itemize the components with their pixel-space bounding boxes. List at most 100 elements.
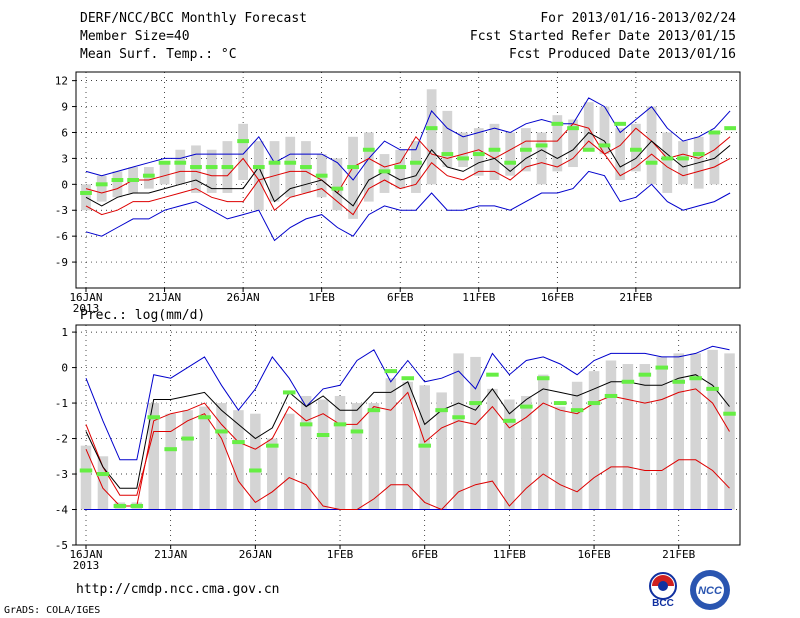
temperature-ytick-label: 3 [61, 152, 68, 165]
precipitation-median-mark [723, 411, 736, 416]
temperature-box [678, 141, 688, 185]
precipitation-box [571, 381, 583, 510]
temperature-box [96, 175, 107, 202]
temperature-box [348, 136, 358, 219]
temperature-ytick-label: -3 [55, 204, 68, 217]
precipitation-box [300, 395, 312, 510]
precipitation-box [233, 410, 244, 510]
temperature-box [191, 145, 201, 193]
precipitation-median-mark [689, 376, 702, 381]
temperature-box [206, 149, 217, 193]
temperature-box [552, 115, 563, 172]
precipitation-box [521, 395, 532, 510]
precipitation-axis-title: Prec.: log(mm/d) [80, 308, 205, 323]
temperature-median-mark [535, 143, 548, 148]
precipitation-median-mark [655, 365, 669, 370]
temperature-ytick-label: 12 [55, 75, 68, 88]
grads-credit: GrADS: COLA/IGES [4, 605, 101, 616]
temperature-median-mark [315, 173, 328, 178]
precipitation-median-mark [232, 440, 245, 445]
precipitation-xtick-label: 6FEB [411, 548, 438, 561]
temperature-box [489, 123, 500, 180]
temperature-box [568, 119, 578, 168]
temperature-median-mark [410, 160, 422, 165]
precipitation-xtick-label: 1FEB [327, 548, 354, 561]
precipitation-box [334, 395, 346, 510]
temperature-box [159, 162, 170, 185]
precipitation-ytick-label: -2 [55, 433, 68, 446]
temperature-box [253, 141, 264, 211]
precipitation-extreme-upper-line [85, 345, 730, 461]
temperature-box [426, 89, 437, 185]
precipitation-box [656, 356, 668, 510]
precipitation-box [216, 403, 227, 510]
temperature-median-mark [347, 165, 359, 170]
temperature-xtick-label: 6FEB [387, 291, 414, 304]
precipitation-median-mark [249, 468, 262, 473]
precipitation-ytick-label: -1 [55, 397, 68, 410]
temperature-xtick-label: 21FEB [619, 291, 652, 304]
precipitation-box [267, 438, 278, 510]
temperature-median-mark [692, 152, 705, 157]
temperature-box [458, 132, 468, 168]
forecast-start-date: Fcst Started Refer Date 2013/01/15 [469, 29, 736, 44]
precipitation-box [453, 353, 464, 510]
temperature-median-mark [80, 190, 92, 195]
temperature-mean-line [85, 131, 731, 207]
precipitation-median-mark [621, 379, 635, 384]
precipitation-box [368, 403, 380, 510]
precipitation-std-lower-line [85, 413, 730, 511]
precipitation-box [351, 403, 363, 510]
temperature-box [238, 123, 248, 180]
temperature-median-mark [158, 160, 171, 165]
precipitation-box [436, 392, 447, 510]
precipitation-median-mark [181, 436, 194, 441]
precipitation-box [605, 360, 617, 510]
temperature-box [583, 102, 594, 150]
precipitation-median-mark [333, 422, 347, 427]
precipitation-median-mark [520, 404, 533, 409]
temperature-median-mark [127, 178, 140, 182]
precipitation-xtick-label: 16JAN [69, 548, 102, 561]
precipitation-median-mark [96, 472, 110, 477]
temperature-box [646, 106, 657, 185]
temperature-box [536, 132, 547, 185]
temperature-xtick-label: 11FEB [462, 291, 495, 304]
precipitation-median-mark [486, 372, 499, 377]
temperature-std-lower-line [85, 140, 731, 216]
precipitation-box [182, 410, 193, 510]
temperature-extreme-lower-line [85, 170, 731, 242]
precipitation-box [97, 456, 109, 510]
temperature-median-mark [441, 152, 454, 157]
temperature-median-mark [582, 147, 595, 152]
temperature-median-mark [95, 182, 108, 187]
precipitation-box [250, 413, 261, 510]
temperature-box [112, 171, 123, 198]
temperature-median-mark [567, 126, 579, 131]
website-url[interactable]: http://cmdp.ncc.cma.gov.cn [76, 582, 280, 597]
temperature-median-mark [661, 156, 674, 161]
precipitation-median-mark [384, 369, 398, 374]
forecast-produced-date: Fcst Produced Date 2013/01/16 [509, 47, 736, 62]
precipitation-median-mark [130, 503, 144, 508]
temperature-median-mark [457, 156, 469, 161]
precipitation-ytick-label: -5 [55, 539, 68, 552]
temperature-ytick-label: -6 [55, 230, 68, 243]
temperature-median-mark [268, 160, 281, 165]
precipitation-median-mark [706, 386, 719, 391]
precipitation-median-mark [282, 390, 296, 395]
temperature-frame [75, 71, 741, 289]
precipitation-median-mark [215, 429, 228, 434]
temperature-median-mark [614, 121, 627, 126]
temperature-median-mark [504, 160, 517, 165]
precipitation-median-mark [553, 401, 567, 406]
temperature-ytick-label: 9 [61, 101, 68, 114]
temperature-xtick-label: 26JAN [227, 291, 260, 304]
temperature-box [615, 128, 626, 180]
temperature-xtick-year: 2013 [73, 302, 100, 315]
temperature-median-mark [724, 126, 737, 131]
temperature-ytick-label: 0 [61, 178, 68, 191]
temperature-box [363, 132, 374, 202]
temperature-median-mark [677, 156, 689, 161]
